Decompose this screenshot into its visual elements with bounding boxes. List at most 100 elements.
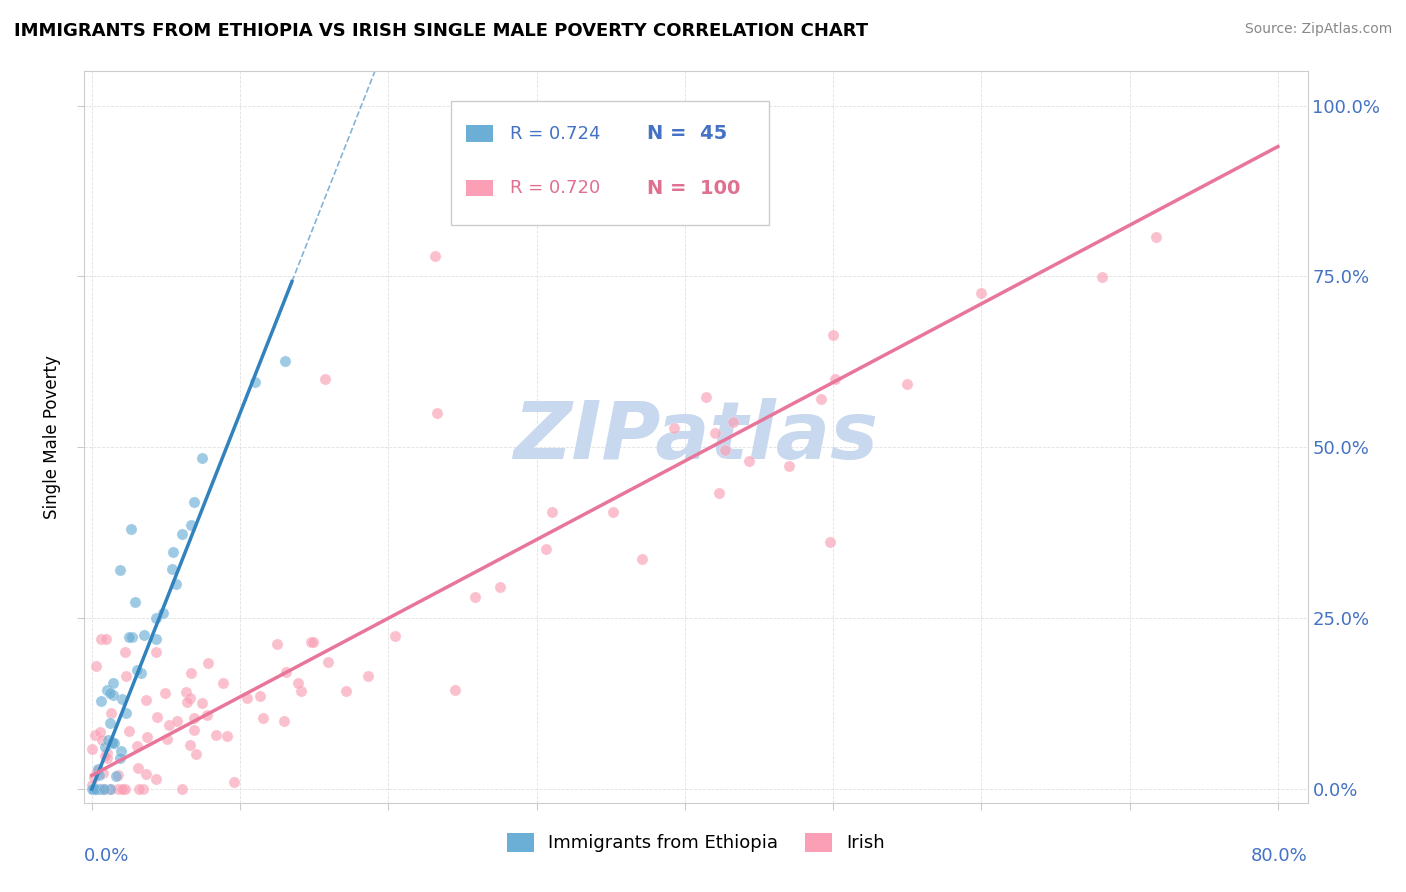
- Point: [94, 749, 117, 764]
- Point: [183, 711, 205, 725]
- Point: [111, 782, 134, 797]
- Point: [183, 495, 205, 509]
- Point: [131, 665, 153, 680]
- Point: [273, 354, 295, 368]
- Text: N =  100: N = 100: [647, 179, 741, 198]
- Point: [100, 686, 122, 700]
- Text: IMMIGRANTS FROM ETHIOPIA VS IRISH SINGLE MALE POVERTY CORRELATION CHART: IMMIGRANTS FROM ETHIOPIA VS IRISH SINGLE…: [14, 22, 868, 40]
- Point: [464, 590, 486, 604]
- Point: [83, 782, 105, 797]
- Y-axis label: Single Male Poverty: Single Male Poverty: [44, 355, 62, 519]
- Point: [243, 375, 266, 389]
- Point: [709, 486, 731, 500]
- Point: [112, 782, 135, 797]
- Point: [778, 459, 800, 474]
- Point: [127, 761, 149, 775]
- Point: [114, 645, 136, 659]
- Point: [155, 686, 177, 700]
- Point: [100, 706, 122, 720]
- Point: [384, 629, 406, 643]
- Point: [714, 442, 737, 457]
- Point: [83, 782, 105, 797]
- Point: [90, 632, 112, 646]
- Point: [120, 522, 142, 536]
- Point: [180, 665, 202, 680]
- Point: [83, 782, 105, 797]
- Point: [290, 684, 312, 698]
- Point: [314, 372, 336, 386]
- Point: [423, 249, 446, 263]
- Point: [136, 730, 159, 744]
- Point: [115, 706, 138, 721]
- Point: [896, 376, 918, 391]
- Point: [127, 663, 149, 677]
- Point: [89, 782, 111, 797]
- Point: [97, 732, 120, 747]
- Point: [179, 738, 201, 752]
- Point: [160, 562, 183, 576]
- Point: [287, 676, 309, 690]
- Point: [91, 782, 114, 797]
- Point: [212, 676, 235, 690]
- Point: [90, 694, 112, 708]
- Point: [108, 563, 131, 577]
- Point: [83, 782, 105, 797]
- Point: [83, 782, 105, 797]
- Point: [87, 767, 110, 781]
- Point: [810, 392, 832, 406]
- Point: [132, 628, 155, 642]
- Point: [103, 676, 125, 690]
- Point: [83, 770, 105, 784]
- Point: [82, 782, 104, 797]
- Point: [103, 736, 125, 750]
- Point: [101, 688, 124, 702]
- Point: [172, 782, 194, 797]
- Point: [82, 741, 104, 756]
- Point: [128, 782, 150, 797]
- Point: [96, 682, 118, 697]
- Point: [91, 765, 114, 780]
- Point: [180, 518, 202, 533]
- Text: Source: ZipAtlas.com: Source: ZipAtlas.com: [1244, 22, 1392, 37]
- FancyBboxPatch shape: [451, 101, 769, 225]
- Point: [100, 735, 122, 749]
- Point: [823, 327, 845, 342]
- Point: [89, 782, 111, 797]
- Point: [111, 692, 134, 706]
- Point: [662, 421, 685, 435]
- Point: [145, 710, 167, 724]
- Point: [176, 696, 198, 710]
- Point: [235, 690, 257, 705]
- Text: R = 0.724: R = 0.724: [510, 125, 600, 143]
- Point: [534, 541, 557, 556]
- Point: [703, 425, 725, 440]
- Point: [125, 739, 148, 753]
- Point: [249, 689, 271, 703]
- Point: [162, 545, 184, 559]
- Point: [157, 718, 180, 732]
- Text: R = 0.720: R = 0.720: [510, 179, 600, 197]
- Point: [266, 637, 288, 651]
- Point: [1091, 270, 1114, 285]
- Point: [145, 632, 167, 647]
- Point: [970, 285, 993, 300]
- Point: [105, 769, 128, 783]
- Point: [91, 733, 114, 747]
- Point: [93, 782, 115, 797]
- Point: [172, 527, 194, 541]
- Point: [84, 727, 107, 741]
- Text: 0.0%: 0.0%: [84, 847, 129, 864]
- Point: [145, 611, 167, 625]
- Point: [316, 655, 339, 669]
- Point: [602, 505, 624, 519]
- Point: [299, 635, 322, 649]
- Point: [179, 691, 201, 706]
- Point: [176, 685, 198, 699]
- Point: [183, 723, 205, 737]
- Point: [118, 630, 141, 644]
- Point: [197, 656, 219, 670]
- Point: [145, 772, 167, 787]
- Point: [818, 535, 841, 549]
- FancyBboxPatch shape: [465, 180, 494, 196]
- Point: [96, 751, 118, 765]
